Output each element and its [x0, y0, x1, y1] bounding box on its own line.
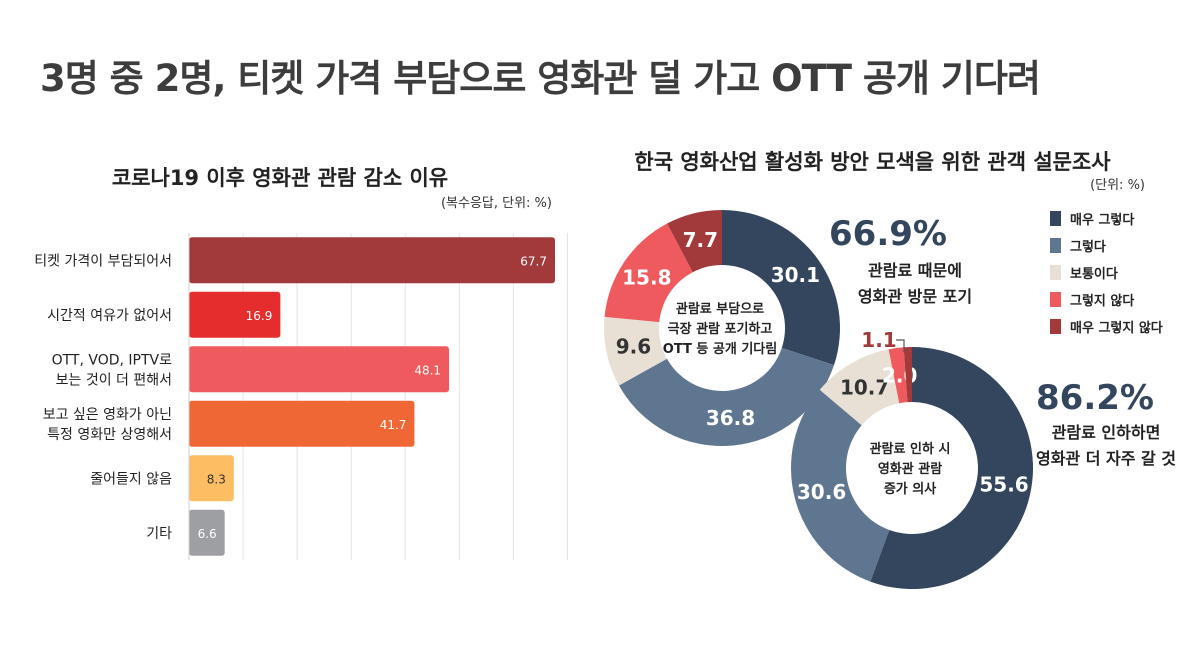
donut-2-slice	[903, 347, 912, 403]
bar-chart-title: 코로나19 이후 영화관 관람 감소 이유	[111, 166, 449, 190]
bar	[189, 400, 415, 447]
bar-category-label: 특정 영화만 상영해서	[47, 427, 172, 443]
legend-label: 매우 그렇다	[1070, 213, 1135, 228]
legend-item: 그렇지 않다	[1050, 286, 1163, 313]
legend-label: 매우 그렇지 않다	[1070, 321, 1163, 336]
legend-swatch	[1050, 292, 1061, 307]
legend-label: 그렇지 않다	[1070, 294, 1135, 309]
legend-item: 매우 그렇다	[1050, 205, 1163, 232]
donut-section-unit: (단위: %)	[1090, 178, 1145, 193]
donut-1-center-label: 관람료 부담으로 극장 관람 포기하고 OTT 등 공개 기다림	[662, 302, 778, 357]
donut-2-slice	[791, 389, 890, 582]
bar-value-label: 16.9	[246, 309, 273, 323]
donut-2-value-label: 10.7	[840, 375, 889, 399]
donut-1-slice	[604, 223, 693, 323]
legend-swatch	[1050, 211, 1061, 226]
donut-1-value-label: 7.7	[683, 228, 718, 252]
legend-item: 그렇다	[1050, 232, 1163, 259]
donut-2-value-label: 55.6	[979, 472, 1028, 496]
donut-2-slice	[819, 349, 900, 426]
bar-value-label: 6.6	[198, 527, 217, 541]
donut-2-callout-text: 관람료 인하하면 영화관 더 자주 갈 것	[1035, 423, 1177, 468]
donut-section-title: 한국 영화산업 활성화 방안 모색을 위한 관객 설문조사	[634, 150, 1111, 174]
donut-2-leader-line	[896, 339, 905, 352]
donut-2-value-label: 1.1	[861, 328, 896, 352]
legend-item: 보통이다	[1050, 259, 1163, 286]
donut-2-slice	[888, 347, 908, 404]
bar	[189, 455, 234, 502]
bar	[189, 237, 555, 284]
legend-swatch	[1050, 319, 1061, 334]
donut-2-value-label: 30.6	[797, 480, 846, 504]
donut-1-slice	[667, 210, 722, 273]
bar-value-label: 48.1	[414, 363, 441, 377]
donut-1-value-label: 30.1	[771, 263, 820, 287]
bar-value-label: 41.7	[380, 418, 407, 432]
bar-value-label: 67.7	[520, 254, 547, 268]
bar-category-label: 기타	[146, 526, 172, 542]
donut-1-slice	[618, 347, 834, 447]
bar-category-label: 줄어들지 않음	[90, 471, 172, 487]
donut-1-callout-text: 관람료 때문에 영화관 방문 포기	[857, 261, 973, 306]
donut-2-center-label: 관람료 인하 시 영화관 관람 증가 의사	[869, 442, 951, 497]
bar-category-label: 티켓 가격이 부담되어서	[34, 253, 172, 269]
bar-category-label: 시간적 여유가 없어서	[47, 308, 172, 324]
bar-category-label: 보는 것이 더 편해서	[56, 372, 172, 388]
bar	[189, 291, 281, 338]
donut-1-value-label: 36.8	[706, 406, 755, 430]
bar-category-label: 보고 싶은 영화가 아닌	[43, 407, 172, 423]
legend-label: 그렇다	[1070, 240, 1106, 255]
donut-1-callout-value: 66.9%	[829, 214, 947, 254]
donut-2-slice	[870, 347, 1033, 589]
legend-label: 보통이다	[1070, 267, 1118, 282]
legend-swatch	[1050, 265, 1061, 280]
donut-1-slice	[722, 210, 840, 366]
donut-1-value-label: 9.6	[616, 335, 651, 359]
bar-value-label: 8.3	[207, 472, 226, 486]
donut-1-value-label: 15.8	[622, 266, 671, 290]
donut-1-slice	[604, 316, 667, 386]
bar-chart-unit: (복수응답, 단위: %)	[440, 196, 552, 211]
bar-chart: 67.7 티켓 가격이 부담되어서 16.9 시간적 여유가 없어서 48.1 OTT, …	[34, 233, 568, 560]
bar	[189, 509, 225, 556]
bar-category-label: OTT, VOD, IPTV로	[52, 352, 173, 368]
bar	[189, 346, 450, 393]
donut-2-value-label: 2.0	[882, 363, 917, 387]
legend-swatch	[1050, 238, 1061, 253]
donut-2-callout-value: 86.2%	[1036, 378, 1154, 418]
legend-item: 매우 그렇지 않다	[1050, 313, 1163, 340]
main-title: 3명 중 2명, 티켓 가격 부담으로 영화관 덜 가고 OTT 공개 기다려	[40, 57, 1041, 100]
